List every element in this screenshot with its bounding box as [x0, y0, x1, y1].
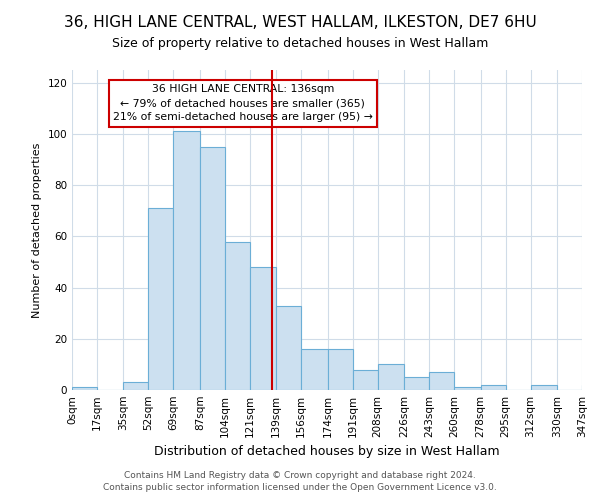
Bar — [582, 385, 600, 390]
Bar — [404, 377, 429, 390]
Bar — [173, 132, 200, 390]
X-axis label: Distribution of detached houses by size in West Hallam: Distribution of detached houses by size … — [154, 446, 500, 458]
Bar — [200, 147, 225, 390]
Bar — [378, 364, 404, 390]
Bar — [250, 267, 276, 390]
Text: Size of property relative to detached houses in West Hallam: Size of property relative to detached ho… — [112, 38, 488, 51]
Bar — [530, 385, 557, 390]
Bar — [301, 349, 328, 390]
Bar — [72, 388, 97, 390]
Bar — [353, 370, 378, 390]
Bar — [276, 306, 301, 390]
Bar — [328, 349, 353, 390]
Y-axis label: Number of detached properties: Number of detached properties — [32, 142, 42, 318]
Bar — [225, 242, 250, 390]
Text: 36, HIGH LANE CENTRAL, WEST HALLAM, ILKESTON, DE7 6HU: 36, HIGH LANE CENTRAL, WEST HALLAM, ILKE… — [64, 15, 536, 30]
Bar — [481, 385, 506, 390]
Text: 36 HIGH LANE CENTRAL: 136sqm
← 79% of detached houses are smaller (365)
21% of s: 36 HIGH LANE CENTRAL: 136sqm ← 79% of de… — [113, 84, 373, 122]
Bar — [148, 208, 173, 390]
Bar — [124, 382, 148, 390]
Text: Contains HM Land Registry data © Crown copyright and database right 2024.
Contai: Contains HM Land Registry data © Crown c… — [103, 471, 497, 492]
Bar — [454, 388, 481, 390]
Bar — [429, 372, 454, 390]
